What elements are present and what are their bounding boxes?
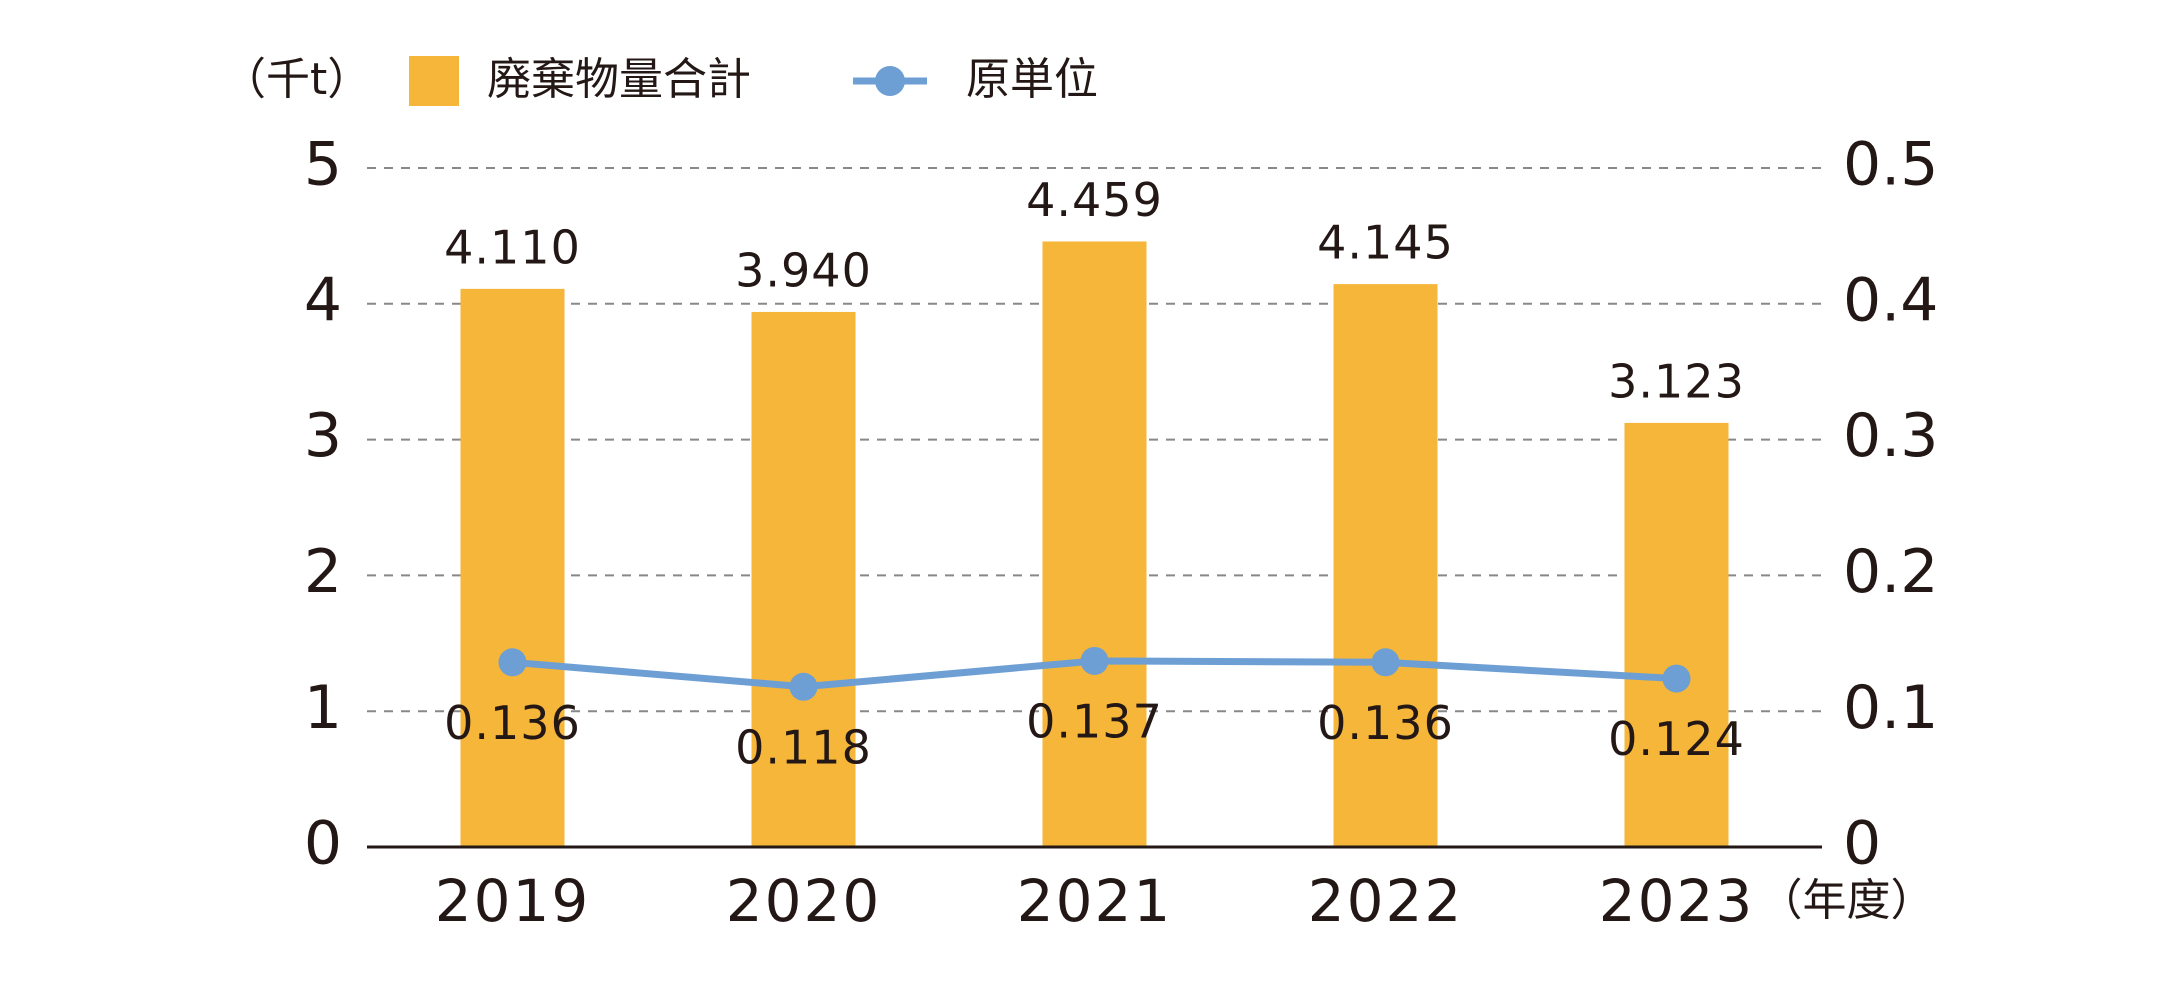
data-label: 4.145: [1317, 216, 1454, 270]
y-tick-label: 2: [304, 537, 342, 607]
y-tick-label: 4: [304, 265, 342, 335]
data-label: 0.124: [1608, 712, 1745, 766]
y2-tick-label: 0.5: [1843, 130, 1938, 200]
data-label: 4.110: [444, 220, 581, 274]
line-point: [1662, 664, 1691, 693]
y2-tick-label: 0.1: [1843, 673, 1938, 743]
x-tick-label: 2023: [1599, 867, 1755, 935]
data-label: 0.118: [735, 720, 872, 774]
data-label: 4.459: [1026, 173, 1163, 227]
line-point: [789, 672, 818, 701]
line-point: [498, 648, 527, 677]
x-axis-label: （年度）: [1759, 875, 1935, 926]
legend-swatch: [875, 66, 905, 96]
x-tick-label: 2019: [435, 867, 591, 935]
bar: [1333, 284, 1438, 847]
legend-label: 廃棄物量合計: [487, 54, 751, 105]
data-label: 0.137: [1026, 694, 1163, 748]
bar: [751, 311, 856, 847]
data-label: 3.940: [735, 243, 872, 297]
bar: [460, 288, 565, 847]
y2-tick-label: 0.3: [1843, 401, 1938, 471]
bar: [1042, 241, 1147, 848]
x-tick-label: 2022: [1308, 867, 1464, 935]
y2-tick-label: 0.2: [1843, 537, 1938, 607]
y-tick-label: 5: [304, 130, 342, 200]
data-label: 0.136: [1317, 696, 1454, 750]
x-tick-label: 2021: [1017, 867, 1173, 935]
y2-tick-label: 0: [1843, 809, 1881, 879]
line-point: [1371, 648, 1400, 677]
y-tick-label: 0: [304, 809, 342, 879]
line-point: [1080, 646, 1109, 675]
y-tick-label: 3: [304, 401, 342, 471]
data-label: 0.136: [444, 696, 581, 750]
y2-tick-label: 0.4: [1843, 265, 1938, 335]
data-label: 3.123: [1608, 354, 1745, 408]
x-tick-label: 2020: [726, 867, 882, 935]
bar: [1624, 422, 1729, 847]
y-axis-label: （千t）: [222, 54, 371, 105]
y-tick-label: 1: [304, 673, 342, 743]
legend-swatch: [409, 56, 459, 106]
legend-label: 原単位: [966, 54, 1098, 105]
